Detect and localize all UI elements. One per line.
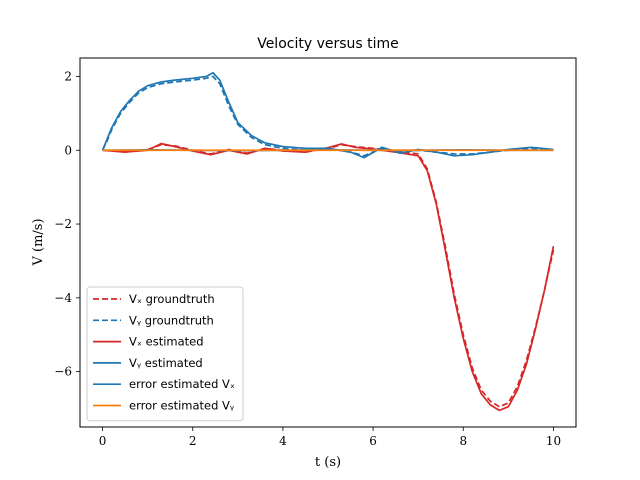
- legend-box: [86, 286, 244, 422]
- y-axis: −6 −4 −2 0 2: [54, 69, 80, 379]
- legend-label-4: error estimated Vₓ: [129, 377, 235, 391]
- y-axis-label: V (m/s): [31, 218, 46, 266]
- x-tick-label: 4: [279, 434, 287, 448]
- x-tick-label: 0: [99, 434, 107, 448]
- legend: Vₓ groundtruth Vᵧ groundtruth Vₓ estimated…: [86, 286, 244, 422]
- x-tick-label: 2: [189, 434, 197, 448]
- series-line-1: [101, 75, 554, 157]
- y-tick-label: 2: [64, 69, 72, 83]
- x-tick-label: 10: [546, 434, 561, 448]
- y-tick-label: −4: [54, 291, 72, 305]
- legend-label-3: Vᵧ estimated: [129, 356, 203, 370]
- x-axis: 0 2 4 6 8 10: [99, 427, 561, 448]
- y-tick-label: 0: [64, 143, 72, 157]
- x-tick-label: 6: [369, 434, 377, 448]
- axes-frame: [79, 57, 577, 428]
- plot-area: [101, 71, 555, 412]
- legend-label-5: error estimated Vᵧ: [129, 399, 235, 413]
- legend-label-1: Vᵧ groundtruth: [129, 313, 214, 327]
- legend-label-2: Vₓ estimated: [129, 335, 204, 349]
- series-line-3: [101, 71, 554, 159]
- y-tick-label: −2: [54, 217, 72, 231]
- y-tick-label: −6: [54, 365, 72, 379]
- legend-label-0: Vₓ groundtruth: [129, 292, 215, 306]
- x-tick-label: 8: [459, 434, 467, 448]
- chart-title: Velocity versus time: [257, 36, 399, 52]
- x-axis-label: t (s): [315, 455, 341, 470]
